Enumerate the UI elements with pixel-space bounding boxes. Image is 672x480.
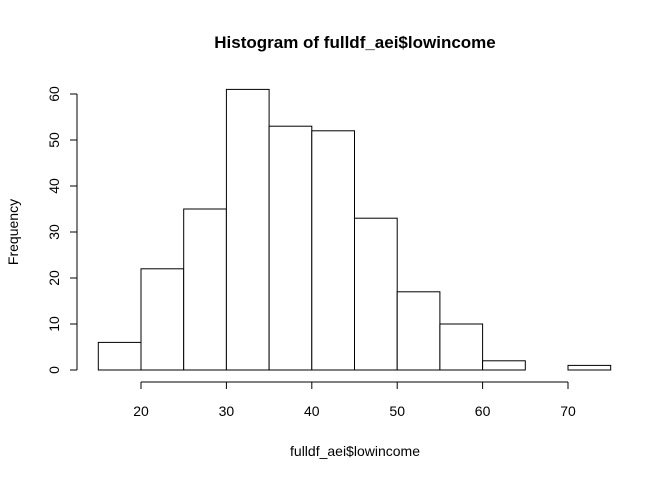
y-tick-label: 20 bbox=[46, 270, 62, 286]
x-axis: 20 30 40 50 60 70 bbox=[133, 381, 576, 419]
x-tick-label: 50 bbox=[389, 403, 405, 419]
bars bbox=[97, 88, 612, 371]
x-axis-label: fulldf_aei$lowincome bbox=[290, 443, 420, 459]
y-tick-label: 50 bbox=[46, 132, 62, 148]
y-tick-label: 60 bbox=[46, 86, 62, 102]
x-tick-label: 40 bbox=[304, 403, 320, 419]
y-axis-label: Frequency bbox=[5, 199, 21, 265]
histogram-bar bbox=[567, 364, 612, 371]
histogram-bar bbox=[97, 341, 142, 371]
y-tick-label: 30 bbox=[46, 224, 62, 240]
histogram-bar bbox=[140, 268, 185, 371]
histogram-bar bbox=[268, 125, 313, 371]
y-tick-label: 40 bbox=[46, 178, 62, 194]
histogram-bar bbox=[396, 291, 441, 371]
y-tick-label: 0 bbox=[46, 366, 62, 374]
histogram-bar bbox=[225, 88, 270, 371]
histogram-bar bbox=[183, 208, 227, 371]
x-tick-label: 60 bbox=[475, 403, 491, 419]
histogram-bar bbox=[311, 130, 355, 371]
x-tick-label: 20 bbox=[133, 403, 149, 419]
histogram-bar bbox=[354, 217, 398, 371]
histogram-bar bbox=[482, 360, 526, 371]
x-tick-label: 70 bbox=[560, 403, 576, 419]
y-axis: 0 10 20 30 40 50 60 bbox=[46, 86, 78, 374]
chart-title: Histogram of fulldf_aei$lowincome bbox=[214, 33, 496, 52]
histogram-bar bbox=[439, 323, 484, 371]
x-tick-label: 30 bbox=[219, 403, 235, 419]
y-tick-label: 10 bbox=[46, 316, 62, 332]
